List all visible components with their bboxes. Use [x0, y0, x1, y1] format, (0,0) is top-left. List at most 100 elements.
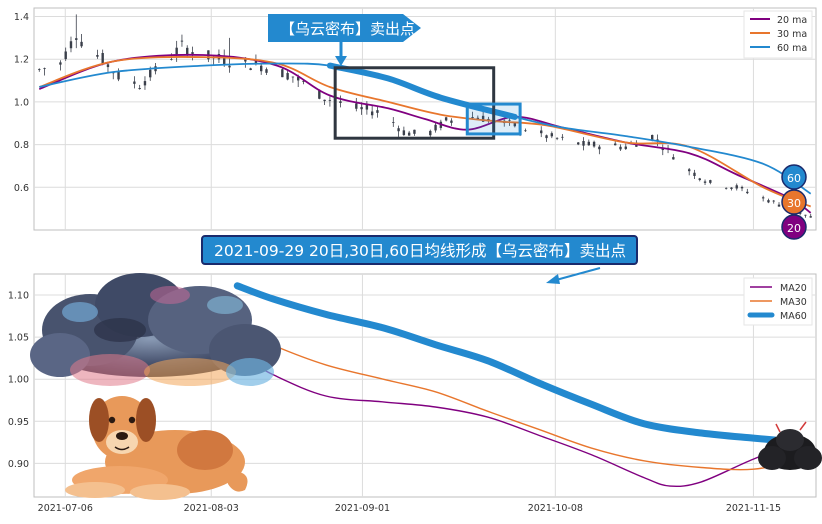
- candle-body: [64, 51, 67, 60]
- candle-body: [365, 105, 369, 110]
- candle-body: [376, 110, 379, 113]
- candle-body: [740, 186, 744, 189]
- candle-body: [244, 58, 247, 62]
- candle-body: [302, 80, 305, 82]
- bottom-ytick-label: 0.95: [8, 417, 29, 428]
- bottom-series-line-MA20: [236, 353, 802, 488]
- top-annotation-pointer-head: [335, 56, 347, 66]
- bottom-xtick-label: 2021-08-03: [184, 503, 239, 514]
- candle-body: [75, 38, 78, 40]
- blue-box: [465, 102, 522, 136]
- candle-body: [143, 81, 147, 86]
- ma-badges: 60 30 20: [781, 164, 807, 240]
- bottom-ytick-label: 1.00: [8, 375, 29, 386]
- badge-30: [781, 189, 807, 215]
- top-chart-panel: 0.6 0.8 1.0 1.2 1.4 【乌云密布】卖出点 20 ma 30 ma 60…: [14, 7, 817, 240]
- candle-body: [582, 141, 585, 146]
- candle-body: [687, 169, 691, 172]
- candle-body: [809, 216, 812, 218]
- bottom-xtick-label: 2021-07-06: [38, 503, 93, 514]
- candle-body: [191, 52, 194, 55]
- badge-60-label: 60: [787, 172, 801, 185]
- bottom-x-axis: 2021-07-06 2021-08-03 2021-09-01 2021-10-08…: [38, 503, 781, 514]
- candle-body: [265, 69, 268, 73]
- top-ytick-label: 1.4: [14, 12, 29, 23]
- candle-body: [286, 73, 289, 80]
- candle-body: [545, 135, 548, 139]
- bottom-ma-lines: [233, 282, 804, 488]
- candle-body: [661, 148, 664, 151]
- candle-body: [101, 53, 104, 64]
- candle-body: [550, 133, 554, 137]
- candle-body: [281, 69, 284, 78]
- candle-body: [38, 69, 41, 71]
- bottom-series-line-MA60: [233, 282, 804, 446]
- small-dark-cloud-illustration: [758, 421, 822, 470]
- candle-body: [413, 129, 416, 134]
- bottom-xtick-label: 2021-11-15: [726, 503, 781, 514]
- badge-20: [781, 214, 807, 240]
- candle-body: [407, 132, 411, 136]
- candle-body: [587, 141, 590, 146]
- candle-body: [561, 136, 564, 138]
- bottom-legend: MA20 MA30 MA60: [743, 277, 813, 326]
- badge-60: [781, 164, 807, 190]
- badge-30-label: 30: [787, 197, 801, 210]
- top-legend: 20 ma 30 ma 60 ma: [743, 10, 813, 59]
- candle-body: [540, 130, 543, 134]
- bottom-series-line-MA30: [236, 327, 802, 471]
- candle-body: [339, 101, 342, 104]
- top-ytick-label: 0.6: [14, 183, 29, 194]
- candle-body: [746, 191, 749, 194]
- top-annotation-arrow-shape: [268, 14, 421, 42]
- candle-body: [69, 41, 73, 49]
- top-ytick-label: 1.2: [14, 55, 29, 66]
- candle-body: [772, 200, 775, 202]
- dog-illustration: [65, 396, 248, 500]
- candle-body: [149, 69, 152, 78]
- candle-body: [318, 89, 321, 99]
- candle-body: [402, 130, 406, 135]
- candle-body: [434, 124, 437, 131]
- candle-body: [228, 65, 231, 68]
- storm-cloud-illustration: [30, 273, 281, 386]
- candle-body: [429, 130, 432, 136]
- banner-box: [201, 235, 638, 265]
- candle-body: [260, 65, 263, 72]
- top-legend-label-20: 20 ma: [777, 15, 807, 26]
- candle-body: [598, 146, 601, 150]
- candle-body: [555, 137, 559, 139]
- candle-body: [106, 64, 110, 68]
- candle-body: [761, 197, 765, 199]
- candle-body: [672, 157, 675, 160]
- top-y-axis: 0.6 0.8 1.0 1.2 1.4: [14, 12, 29, 194]
- top-candlesticks: [38, 14, 812, 218]
- candle-body: [614, 143, 617, 146]
- candle-body: [323, 99, 326, 102]
- candle-body: [577, 142, 580, 145]
- candle-body: [724, 187, 728, 189]
- top-annotation: 【乌云密布】卖出点: [268, 14, 421, 66]
- candle-body: [96, 55, 99, 57]
- candle-body: [355, 103, 358, 109]
- candle-body: [43, 68, 46, 70]
- candle-body: [249, 68, 252, 71]
- candle-body: [133, 81, 136, 84]
- candle-body: [513, 122, 517, 127]
- candle-body: [370, 111, 374, 116]
- candle-body: [524, 130, 527, 132]
- candle-body: [186, 47, 189, 55]
- candle-body: [735, 185, 738, 189]
- bottom-legend-label-ma30: MA30: [780, 297, 807, 308]
- top-ytick-label: 1.0: [14, 97, 29, 108]
- candle-body: [80, 41, 83, 47]
- bottom-ytick-label: 1.05: [8, 333, 29, 344]
- candle-body: [481, 115, 485, 122]
- top-highlight-boxes: [333, 66, 522, 140]
- bottom-ytick-label: 1.10: [8, 291, 29, 302]
- banner-pointer-head: [546, 274, 560, 284]
- candle-body: [767, 200, 770, 203]
- candle-body: [592, 141, 596, 147]
- bottom-legend-label-ma60: MA60: [780, 311, 807, 322]
- top-series-60ma-highlight: [326, 62, 518, 120]
